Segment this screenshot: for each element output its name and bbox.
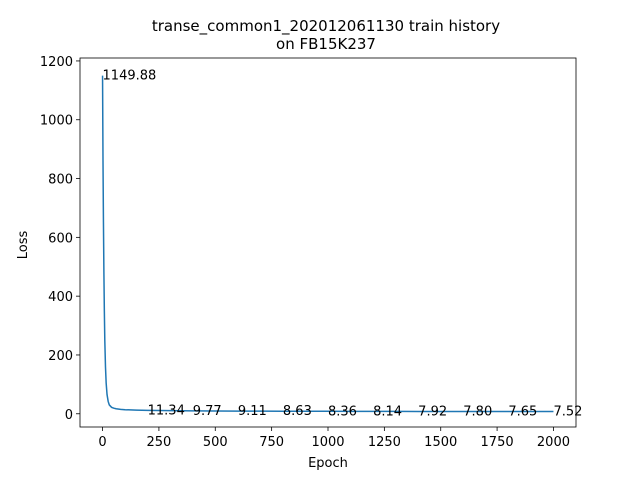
data-label: 9.11 <box>238 404 267 419</box>
y-tick-label: 800 <box>48 173 73 188</box>
x-tick-label: 0 <box>98 435 106 450</box>
y-tick-label: 600 <box>48 231 73 246</box>
x-axis-label: Epoch <box>308 456 348 471</box>
x-tick-label: 1500 <box>424 435 457 450</box>
data-label: 9.77 <box>193 404 222 419</box>
y-tick-label: 200 <box>48 349 73 364</box>
y-axis-ticks: 0 200 400 600 800 1000 1200 <box>40 55 80 423</box>
data-label: 11.34 <box>148 403 185 418</box>
x-tick-label: 1250 <box>368 435 401 450</box>
x-tick-label: 1750 <box>481 435 514 450</box>
data-label: 1149.88 <box>103 69 157 84</box>
data-label: 8.14 <box>373 404 402 419</box>
data-label: 8.63 <box>283 404 312 419</box>
data-label: 8.36 <box>328 404 357 419</box>
chart-title-line1: transe_common1_202012061130 train histor… <box>152 17 500 36</box>
x-tick-label: 250 <box>146 435 171 450</box>
y-tick-label: 400 <box>48 290 73 305</box>
plot-frame <box>79 57 577 428</box>
x-axis-ticks: 0 250 500 750 1000 1250 1500 1750 2000 <box>98 427 570 450</box>
data-label: 7.92 <box>418 404 447 419</box>
x-tick-label: 500 <box>203 435 228 450</box>
y-tick-label: 1200 <box>40 55 73 70</box>
x-tick-label: 1000 <box>311 435 344 450</box>
x-tick-label: 2000 <box>537 435 570 450</box>
loss-series-line <box>101 75 554 413</box>
x-tick-label: 750 <box>259 435 284 450</box>
data-label: 7.52 <box>553 405 582 420</box>
y-tick-label: 1000 <box>40 114 73 129</box>
data-label: 7.80 <box>463 404 492 419</box>
y-axis-label: Loss <box>16 231 31 260</box>
y-tick-label: 0 <box>65 408 73 423</box>
chart-title-line2: on FB15K237 <box>276 35 376 53</box>
data-labels: 1149.88 11.34 9.77 9.11 8.63 8.36 8.14 7.92 7.80… <box>103 69 583 420</box>
data-label: 7.65 <box>508 405 537 420</box>
